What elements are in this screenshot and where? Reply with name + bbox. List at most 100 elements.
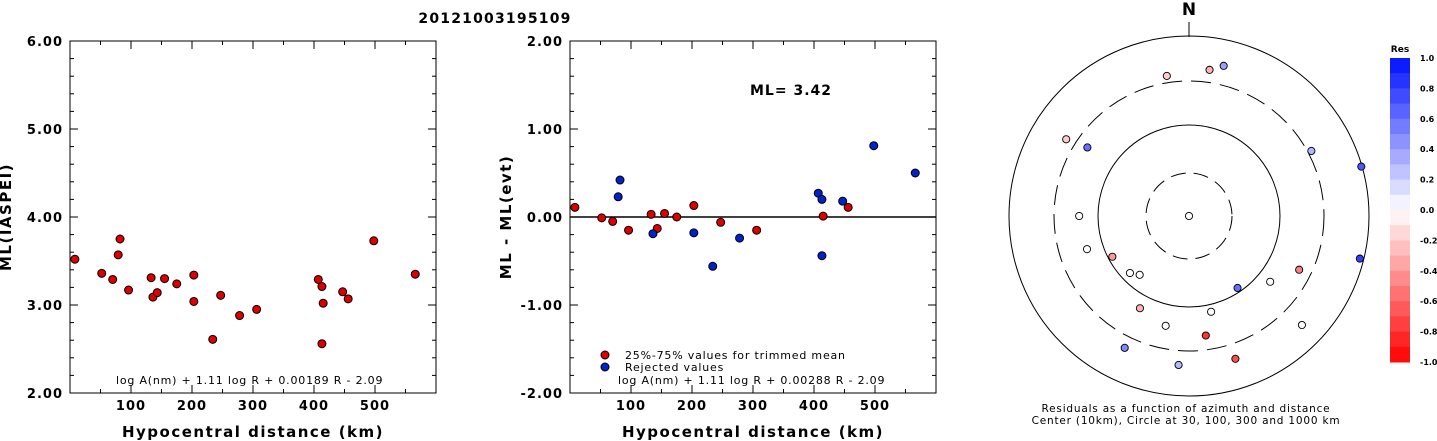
polar-station-point: [1125, 268, 1134, 278]
colorbar-cell: [1390, 194, 1410, 211]
trimmed-residual-point: [672, 212, 682, 222]
rejected-residual-point: [613, 192, 623, 202]
ring-30km: [1145, 172, 1233, 260]
colorbar-title: Res: [1391, 45, 1409, 55]
trimmed-residual-point: [624, 225, 634, 235]
polar-station-point: [1357, 162, 1366, 171]
ml-point: [146, 273, 156, 283]
polar-panel: N Residuals as a function of azimuth and…: [1008, 0, 1370, 427]
colorbar-cells: [1390, 58, 1410, 363]
ml-point: [113, 250, 123, 260]
colorbar-tick-label: -1.0: [1420, 358, 1437, 367]
ml-point: [160, 274, 170, 284]
rejected-residual-point: [817, 251, 827, 261]
residual-points: [570, 141, 920, 271]
residual-x-tick-label: 100: [616, 399, 646, 414]
ml-point: [343, 294, 353, 304]
rejected-residual-point: [708, 261, 718, 271]
ml-point: [338, 287, 348, 297]
ml-x-axis-title: Hypocentral distance (km): [122, 423, 384, 441]
colorbar-cell: [1390, 270, 1410, 287]
colorbar-tick-label: -0.6: [1420, 297, 1437, 306]
ml-value-label: ML= 3.42: [750, 83, 832, 99]
legend-label-trimmed: 25%-75% values for trimmed mean: [625, 349, 846, 362]
ml-plot-frame: [69, 40, 437, 394]
ml-point: [172, 279, 182, 289]
polar-station-point: [1062, 135, 1071, 144]
ml-y-axis-title: ML(IASPEI): [0, 163, 15, 271]
rejected-residual-point: [817, 194, 827, 204]
colorbar-cell: [1390, 58, 1410, 74]
polar-station-point: [1355, 254, 1364, 263]
colorbar-cell: [1390, 346, 1410, 363]
polar-station-point: [1135, 270, 1144, 279]
ml-axes: 100 200 300 400 500 2.00 3.00 4.00 5.00 6.00: [27, 35, 436, 414]
trimmed-residual-point: [752, 225, 762, 235]
polar-station-point: [1205, 65, 1214, 74]
polar-station-point: [1201, 331, 1210, 340]
polar-station-point: [1184, 211, 1194, 221]
residual-x-tick-label: 200: [677, 399, 707, 414]
ml-point: [317, 282, 327, 292]
polar-station-point: [1108, 252, 1117, 261]
polar-station-point: [1297, 320, 1306, 330]
rejected-residual-point: [689, 228, 699, 238]
colorbar-cell: [1390, 331, 1410, 348]
colorbar-cell: [1390, 316, 1410, 333]
ml-x-tick-label: 200: [177, 399, 207, 414]
colorbar-tick-label: -0.4: [1420, 267, 1437, 276]
ml-point: [235, 311, 245, 321]
residual-y-tick-label: 1.00: [527, 123, 563, 138]
ring-1000km: [1008, 35, 1370, 397]
trimmed-residual-point: [646, 209, 656, 219]
polar-station-point: [1083, 143, 1092, 152]
trimmed-residual-point: [597, 213, 607, 223]
ml-y-tick-label: 4.00: [27, 211, 63, 226]
legend-marker-red: [600, 350, 610, 360]
ml-y-tick-label: 5.00: [27, 123, 63, 138]
ml-point: [70, 254, 80, 264]
figure-title: 20121003195109: [418, 11, 571, 27]
ml-point: [108, 274, 118, 284]
polar-station-point: [1219, 61, 1228, 70]
ml-y-tick-label: 2.00: [27, 387, 63, 402]
residual-y-tick-label: 2.00: [527, 35, 563, 50]
trimmed-residual-point: [818, 211, 828, 221]
trimmed-residual-point: [843, 202, 853, 212]
ring-100km: [1097, 124, 1281, 308]
polar-station-point: [1207, 307, 1216, 316]
residual-axes: 100 200 300 400 500 -2.00 -1.00 0.00 1.00 2.00: [521, 35, 936, 414]
ml-points: [70, 234, 420, 349]
rejected-residual-point: [648, 229, 658, 239]
trimmed-residual-point: [570, 202, 580, 212]
ml-x-tick-label: 400: [299, 399, 329, 414]
ml-x-tick-label: 500: [360, 399, 390, 414]
polar-station-point: [1075, 211, 1084, 221]
polar-station-point: [1162, 71, 1171, 80]
polar-station-point: [1231, 354, 1240, 363]
colorbar-cell: [1390, 164, 1410, 181]
colorbar-cell: [1390, 149, 1410, 165]
legend-marker-blue: [600, 362, 610, 372]
ml-point: [97, 268, 107, 278]
ml-point: [189, 296, 199, 306]
colorbar-cell: [1390, 240, 1410, 257]
ml-point: [318, 298, 328, 308]
ml-point: [252, 304, 262, 314]
residual-x-axis-title: Hypocentral distance (km): [622, 423, 884, 441]
residual-x-tick-label: 400: [799, 399, 829, 414]
colorbar-cell: [1390, 210, 1410, 226]
colorbar-cell: [1390, 255, 1410, 272]
ml-scatter-panel: 100 200 300 400 500 2.00 3.00 4.00 5.00 6.00 ML(I…: [0, 35, 437, 441]
trimmed-residual-point: [716, 217, 726, 227]
colorbar-cell: [1390, 103, 1410, 120]
rejected-residual-point: [869, 141, 879, 151]
ml-formula: log A(nm) + 1.11 log R + 0.00189 R - 2.0…: [116, 374, 383, 387]
polar-caption-line2: Center (10km), Circle at 30, 100, 300 an…: [1032, 415, 1341, 427]
colorbar-cell: [1390, 134, 1410, 150]
polar-station-point: [1295, 265, 1304, 274]
colorbar-cell: [1390, 225, 1410, 241]
trimmed-residual-point: [689, 201, 699, 211]
rejected-residual-point: [735, 233, 745, 243]
